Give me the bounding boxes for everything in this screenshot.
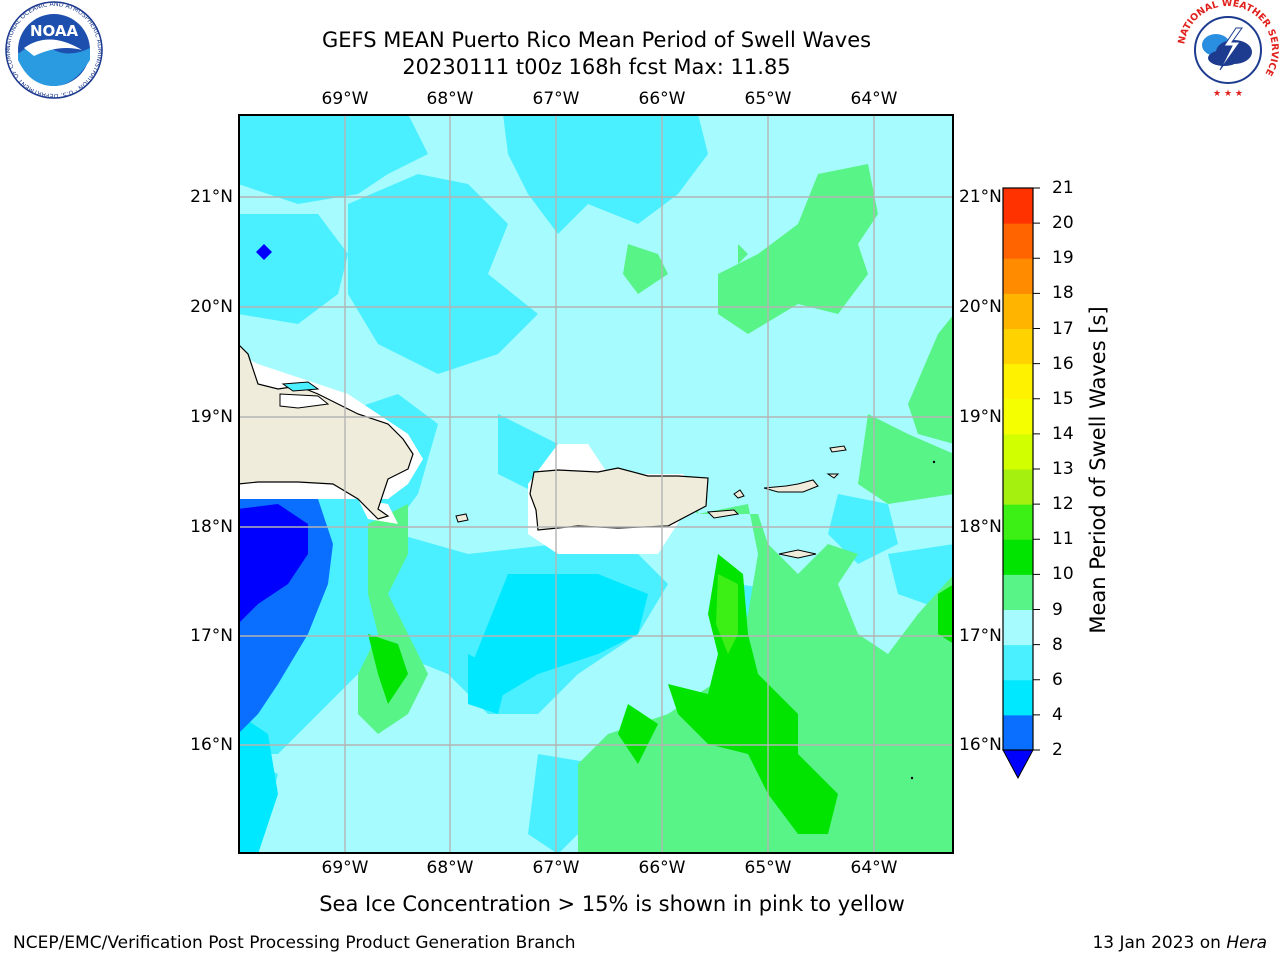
culebra-island <box>733 489 745 499</box>
noaa-logo: NATIONAL OCEANIC AND ATMOSPHERIC ADMINIS… <box>4 0 103 99</box>
coastline <box>279 393 330 409</box>
field-4-6s <box>238 574 648 854</box>
colorbar-tick-label: 4 <box>1052 704 1063 725</box>
map-title: GEFS MEAN Puerto Rico Mean Period of Swe… <box>321 28 872 52</box>
lat-label-right: 17°N <box>959 626 1002 646</box>
colorbar-tick-label: 13 <box>1052 459 1074 479</box>
colorbar-band <box>1003 504 1033 540</box>
colorbar-band <box>1003 328 1033 365</box>
colorbar-tick-label: 17 <box>1052 318 1074 339</box>
colorbar-tick-label: 21 <box>1052 178 1074 198</box>
lon-label-top: 67°W <box>532 89 580 109</box>
map-subtitle: 20230111 t00z 168h fcst Max: 11.85 <box>402 55 791 79</box>
colorbar-band <box>1003 679 1033 716</box>
lat-label-left: 19°N <box>190 407 233 427</box>
lat-label-right: 18°N <box>959 517 1002 537</box>
lon-label-top: 66°W <box>638 89 686 109</box>
colorbar-tick-label: 16 <box>1052 353 1074 374</box>
footer-host: Hera <box>1226 933 1267 953</box>
colorbar-band <box>1003 644 1033 681</box>
lat-label-right: 19°N <box>959 407 1002 427</box>
virgin-islands <box>763 479 819 493</box>
lon-label-bottom: 65°W <box>744 858 792 878</box>
svg-text:NOAA: NOAA <box>30 22 79 40</box>
lon-label-bottom: 66°W <box>638 858 686 878</box>
lon-label-bottom: 67°W <box>532 858 580 878</box>
field-10-11s <box>368 554 954 834</box>
st-croix-island <box>778 549 817 559</box>
colorbar-tick-label: 6 <box>1052 669 1063 690</box>
colorbar-band <box>1003 223 1033 259</box>
lon-label-bottom: 64°W <box>850 858 898 878</box>
colorbar-tick-label: 10 <box>1052 564 1074 585</box>
colorbar-tick-label: 18 <box>1052 283 1074 304</box>
footer-date: 13 Jan 2023 on Hera <box>1092 932 1267 954</box>
colorbar-tick-label: 14 <box>1052 423 1074 444</box>
footer-credit: NCEP/EMC/Verification Post Processing Pr… <box>13 933 576 953</box>
colorbar-tick-label: 2 <box>1052 740 1063 760</box>
field-9-10s <box>358 164 954 854</box>
swell-period-map <box>238 114 954 854</box>
colorbar-band <box>1003 363 1033 400</box>
lat-label-right: 21°N <box>959 187 1002 207</box>
colorbar-band <box>1003 258 1033 294</box>
lon-label-top: 69°W <box>321 89 369 109</box>
colorbar-tick-label: 12 <box>1052 494 1074 515</box>
field-11-12s <box>716 574 738 654</box>
lat-label-left: 16°N <box>190 735 233 755</box>
lon-label-top: 64°W <box>850 89 898 109</box>
colorbar-tick-label: 11 <box>1052 529 1074 550</box>
colorbar-band <box>1003 293 1033 329</box>
lat-label-left: 18°N <box>190 517 233 537</box>
svg-text:★ ★ ★: ★ ★ ★ <box>1213 89 1243 99</box>
lat-label-left: 20°N <box>190 297 233 317</box>
footer-date-text: 13 Jan 2023 on <box>1092 933 1221 953</box>
colorbar-tick-label: 19 <box>1052 248 1074 269</box>
lat-label-right: 16°N <box>959 735 1002 755</box>
sea-ice-note: Sea Ice Concentration > 15% is shown in … <box>319 892 905 916</box>
island-dot <box>910 776 914 780</box>
colorbar-band <box>1003 398 1033 435</box>
lon-label-bottom: 68°W <box>426 858 474 878</box>
island-dot <box>932 460 936 464</box>
colorbar-under-arrow <box>1002 749 1034 780</box>
colorbar-title: Mean Period of Swell Waves [s] <box>1086 306 1110 634</box>
map-border <box>238 114 954 854</box>
lon-label-top: 65°W <box>744 89 792 109</box>
colorbar-tick-label: 15 <box>1052 388 1074 409</box>
vieques-island <box>706 509 740 519</box>
colorbar-tick-label: 8 <box>1052 634 1063 655</box>
colorbar-tick-label: 20 <box>1052 213 1074 234</box>
colorbar <box>1002 187 1040 780</box>
coastline <box>281 381 320 392</box>
colorbar-band <box>1003 188 1033 224</box>
nws-logo: NATIONAL WEATHER SERVICE ★ ★ ★ <box>1176 0 1280 99</box>
anegada-island <box>829 445 847 453</box>
colorbar-tick-label: 9 <box>1052 599 1063 620</box>
field-under-2s <box>238 504 308 624</box>
virgin-islands <box>826 473 840 479</box>
colorbar-band <box>1003 539 1033 575</box>
puerto-rico-land <box>529 467 709 531</box>
graticule <box>238 114 954 854</box>
lon-label-bottom: 69°W <box>321 858 369 878</box>
colorbar-band <box>1003 714 1033 751</box>
colorbar-band <box>1003 469 1033 505</box>
lon-label-top: 68°W <box>426 89 474 109</box>
lat-label-left: 17°N <box>190 626 233 646</box>
colorbar-band <box>1003 609 1033 646</box>
map-canvas <box>238 114 954 854</box>
colorbar-band <box>1003 574 1033 610</box>
field-under-2s <box>256 244 272 260</box>
colorbar-band <box>1003 433 1033 470</box>
lat-label-left: 21°N <box>190 187 233 207</box>
mona-island <box>455 513 469 523</box>
lat-label-right: 20°N <box>959 297 1002 317</box>
